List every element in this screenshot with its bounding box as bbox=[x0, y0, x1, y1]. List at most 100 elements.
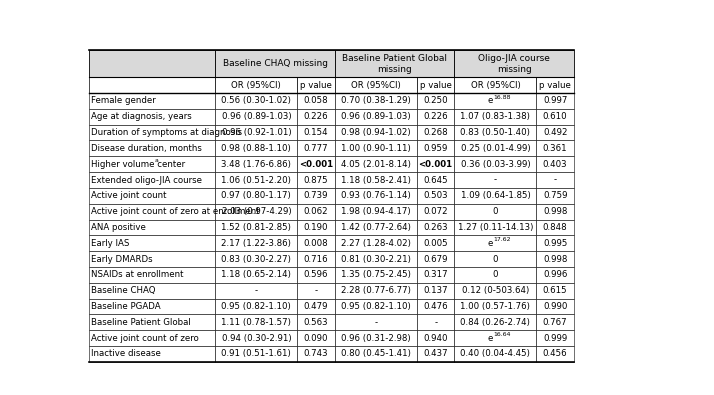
Bar bbox=[297, 172, 335, 188]
Bar bbox=[89, 172, 216, 188]
Text: 0.97 (0.80-1.17): 0.97 (0.80-1.17) bbox=[221, 191, 291, 200]
Bar bbox=[216, 188, 297, 204]
Text: 0.596: 0.596 bbox=[304, 271, 328, 279]
Text: 0.98 (0.94-1.02): 0.98 (0.94-1.02) bbox=[341, 128, 411, 137]
Bar bbox=[297, 346, 335, 362]
Bar bbox=[335, 346, 417, 362]
Bar bbox=[297, 125, 335, 141]
Bar bbox=[297, 251, 335, 267]
Text: 0: 0 bbox=[493, 271, 498, 279]
Bar bbox=[454, 314, 536, 330]
Bar bbox=[89, 77, 216, 93]
Text: 1.00 (0.90-1.11): 1.00 (0.90-1.11) bbox=[341, 144, 411, 153]
Text: 0.94 (0.30-2.91): 0.94 (0.30-2.91) bbox=[221, 334, 291, 343]
Bar bbox=[297, 77, 335, 93]
Text: 0.96 (0.31-2.98): 0.96 (0.31-2.98) bbox=[341, 334, 411, 343]
Text: -: - bbox=[553, 175, 557, 184]
Bar bbox=[454, 77, 536, 93]
Bar bbox=[89, 156, 216, 172]
Text: 0.96 (0.89-1.03): 0.96 (0.89-1.03) bbox=[341, 112, 411, 121]
Text: 0.137: 0.137 bbox=[423, 286, 448, 295]
Text: 0: 0 bbox=[493, 255, 498, 263]
Text: 0.848: 0.848 bbox=[543, 223, 568, 232]
Bar bbox=[335, 125, 417, 141]
Bar bbox=[89, 330, 216, 346]
Text: 0.317: 0.317 bbox=[423, 271, 448, 279]
Bar bbox=[89, 283, 216, 299]
Bar bbox=[297, 314, 335, 330]
Text: 0.84 (0.26-2.74): 0.84 (0.26-2.74) bbox=[461, 318, 531, 327]
Bar bbox=[335, 141, 417, 156]
Text: 0.476: 0.476 bbox=[423, 302, 448, 311]
Text: 0.679: 0.679 bbox=[423, 255, 448, 263]
Bar bbox=[297, 220, 335, 235]
Text: <0.001: <0.001 bbox=[418, 160, 453, 169]
Text: 1.09 (0.64-1.85): 1.09 (0.64-1.85) bbox=[461, 191, 531, 200]
Text: 1.98 (0.94-4.17): 1.98 (0.94-4.17) bbox=[341, 207, 411, 216]
Text: -: - bbox=[315, 286, 318, 295]
Bar bbox=[216, 109, 297, 125]
Text: 0.090: 0.090 bbox=[304, 334, 328, 343]
Bar bbox=[216, 77, 297, 93]
Text: OR (95%CI): OR (95%CI) bbox=[351, 81, 401, 90]
Bar bbox=[335, 251, 417, 267]
Text: e: e bbox=[487, 334, 493, 343]
Text: 1.11 (0.78-1.57): 1.11 (0.78-1.57) bbox=[221, 318, 291, 327]
Bar bbox=[417, 346, 454, 362]
Text: 0.56 (0.30-1.02): 0.56 (0.30-1.02) bbox=[221, 96, 291, 105]
Text: 0.998: 0.998 bbox=[543, 255, 568, 263]
Bar bbox=[297, 283, 335, 299]
Text: Disease duration, months: Disease duration, months bbox=[91, 144, 202, 153]
Text: 0.997: 0.997 bbox=[543, 96, 568, 105]
Text: a: a bbox=[154, 158, 159, 163]
Text: 2.17 (1.22-3.86): 2.17 (1.22-3.86) bbox=[221, 239, 291, 248]
Bar bbox=[417, 109, 454, 125]
Bar bbox=[297, 330, 335, 346]
Text: 0.645: 0.645 bbox=[423, 175, 448, 184]
Bar bbox=[216, 204, 297, 220]
Bar bbox=[297, 235, 335, 251]
Text: 1.35 (0.75-2.45): 1.35 (0.75-2.45) bbox=[341, 271, 411, 279]
Text: 0.263: 0.263 bbox=[423, 223, 448, 232]
Text: 0.777: 0.777 bbox=[304, 144, 328, 153]
Text: 0.875: 0.875 bbox=[304, 175, 328, 184]
Text: 1.00 (0.57-1.76): 1.00 (0.57-1.76) bbox=[461, 302, 531, 311]
Bar bbox=[216, 235, 297, 251]
Bar bbox=[417, 330, 454, 346]
Text: 0.998: 0.998 bbox=[543, 207, 568, 216]
Bar bbox=[335, 172, 417, 188]
Bar bbox=[335, 51, 455, 77]
Bar bbox=[454, 141, 536, 156]
Bar bbox=[454, 330, 536, 346]
Bar bbox=[335, 204, 417, 220]
Bar bbox=[335, 314, 417, 330]
Text: 0.403: 0.403 bbox=[543, 160, 568, 169]
Bar bbox=[536, 172, 574, 188]
Bar bbox=[454, 251, 536, 267]
Text: Extended oligo-JIA course: Extended oligo-JIA course bbox=[91, 175, 203, 184]
Bar bbox=[89, 267, 216, 283]
Text: 0.479: 0.479 bbox=[304, 302, 328, 311]
Bar bbox=[297, 267, 335, 283]
Bar bbox=[297, 93, 335, 109]
Text: OR (95%CI): OR (95%CI) bbox=[471, 81, 521, 90]
Bar bbox=[536, 220, 574, 235]
Bar bbox=[216, 251, 297, 267]
Text: 16.64: 16.64 bbox=[493, 332, 511, 337]
Bar bbox=[216, 299, 297, 314]
Bar bbox=[454, 267, 536, 283]
Bar bbox=[89, 141, 216, 156]
Text: 0.437: 0.437 bbox=[423, 350, 448, 359]
Bar bbox=[454, 156, 536, 172]
Text: 0.226: 0.226 bbox=[304, 112, 328, 121]
Bar bbox=[89, 125, 216, 141]
Text: e: e bbox=[487, 96, 493, 105]
Text: 0.93 (0.76-1.14): 0.93 (0.76-1.14) bbox=[341, 191, 411, 200]
Text: 0.990: 0.990 bbox=[543, 302, 568, 311]
Bar bbox=[454, 109, 536, 125]
Text: -: - bbox=[374, 318, 378, 327]
Text: 0.83 (0.50-1.40): 0.83 (0.50-1.40) bbox=[461, 128, 531, 137]
Text: Duration of symptoms at diagnosis: Duration of symptoms at diagnosis bbox=[91, 128, 243, 137]
Text: Active joint count: Active joint count bbox=[91, 191, 167, 200]
Text: 1.27 (0.11-14.13): 1.27 (0.11-14.13) bbox=[458, 223, 533, 232]
